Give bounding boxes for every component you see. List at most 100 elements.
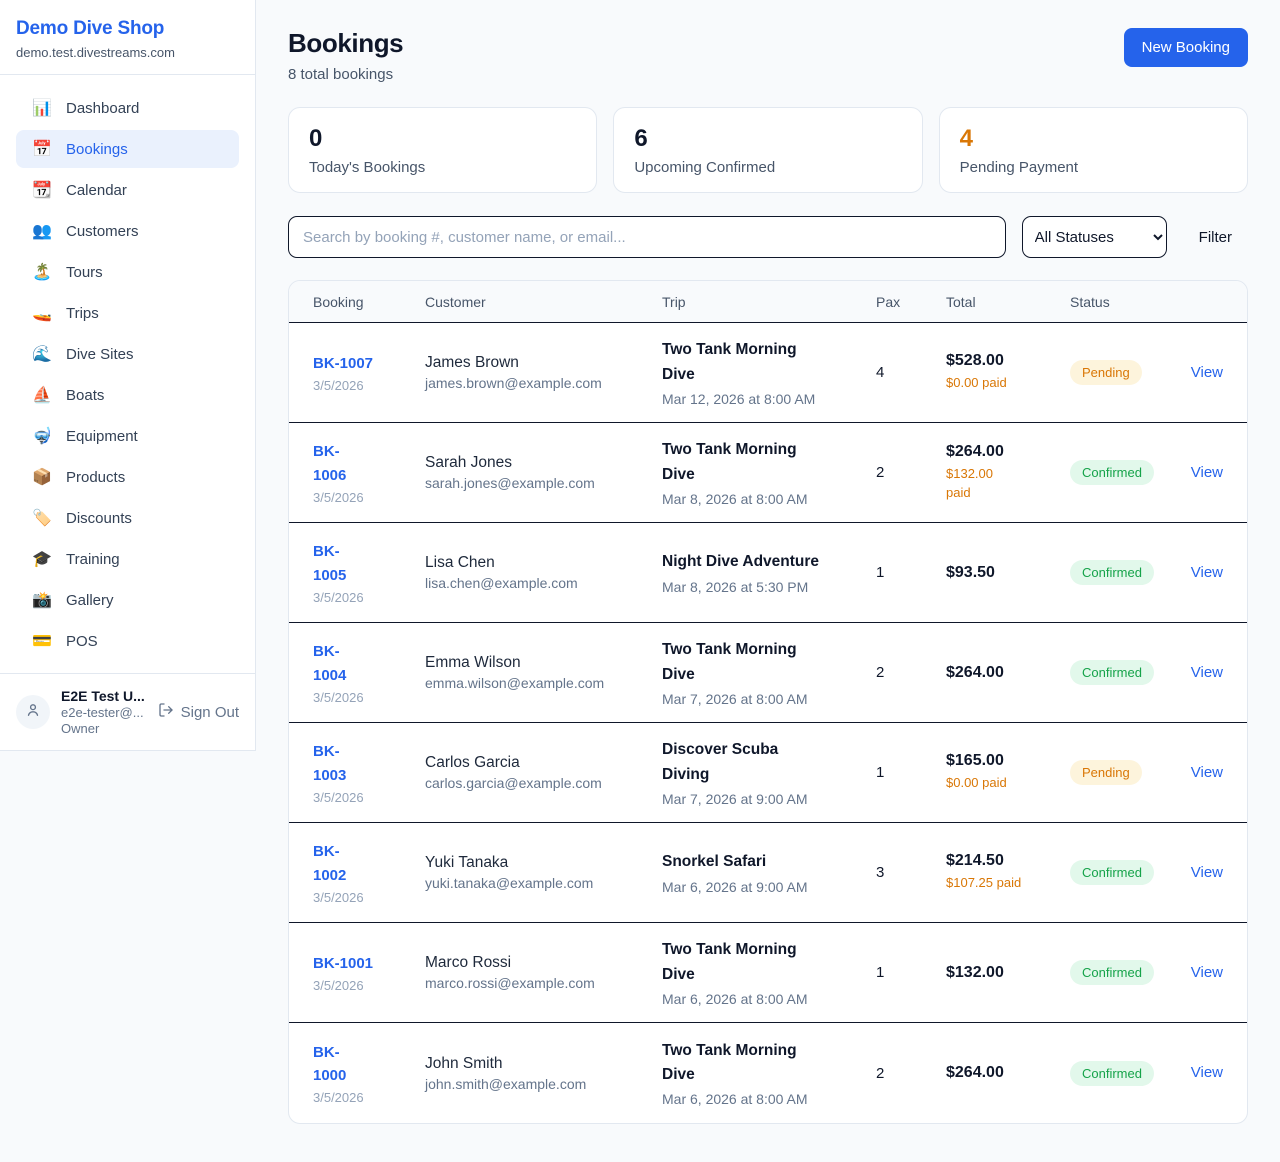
shop-domain: demo.test.divestreams.com <box>16 45 175 60</box>
view-link[interactable]: View <box>1190 463 1223 481</box>
boats-sailboat-icon: ⛵ <box>32 387 52 404</box>
stat-label: Pending Payment <box>959 159 1079 176</box>
sidebar-item-calendar[interactable]: 📆 Calendar <box>32 181 127 200</box>
status-badge: Confirmed <box>1070 660 1154 685</box>
pax-count: 2 <box>876 1064 885 1082</box>
col-header-booking: Booking <box>313 293 364 310</box>
avatar <box>16 695 50 729</box>
sidebar-item-products[interactable]: 📦 Products <box>32 468 126 487</box>
trip-name: Two Tank Morning Dive <box>662 641 797 683</box>
sidebar-item-discounts[interactable]: 🏷️ Discounts <box>32 509 132 528</box>
trip-datetime: Mar 7, 2026 at 9:00 AM <box>662 790 808 807</box>
status-badge: Confirmed <box>1070 1060 1154 1086</box>
trip-name: Two Tank Morning Dive <box>662 1041 797 1083</box>
discounts-tag-icon: 🏷️ <box>32 510 52 527</box>
booking-date: 3/5/2026 <box>313 1090 364 1106</box>
customer-name: Carlos Garcia <box>425 754 520 771</box>
search-input[interactable] <box>288 216 1006 258</box>
status-badge: Pending <box>1070 760 1142 785</box>
view-link[interactable]: View <box>1190 1064 1223 1081</box>
booking-date: 3/5/2026 <box>313 889 364 905</box>
tours-island-icon: 🏝️ <box>32 264 52 281</box>
sign-out-button[interactable]: Sign Out <box>158 702 239 722</box>
booking-number-link[interactable]: BK- 1004 <box>313 643 347 684</box>
bookings-table: Booking Customer Trip Pax Total Status B… <box>288 280 1248 1124</box>
trip-datetime: Mar 6, 2026 at 9:00 AM <box>662 878 808 895</box>
customer-email: john.smith@example.com <box>425 1075 587 1092</box>
user-name: E2E Test U... <box>61 688 145 704</box>
booking-number-link[interactable]: BK- 1006 <box>313 443 347 484</box>
customer-email: carlos.garcia@example.com <box>425 775 602 791</box>
new-booking-button[interactable]: New Booking <box>1123 28 1248 67</box>
booking-number-link[interactable]: BK- 1003 <box>313 743 347 784</box>
paid-amount: $0.00 paid <box>946 775 1007 791</box>
view-link[interactable]: View <box>1190 863 1223 881</box>
customer-email: james.brown@example.com <box>425 375 602 391</box>
stat-value: 0 <box>309 125 323 152</box>
stat-label: Today's Bookings <box>309 159 426 176</box>
booking-number-link[interactable]: BK- 1002 <box>313 843 347 884</box>
sidebar-item-bookings[interactable]: 📅 Bookings <box>16 130 239 168</box>
filter-button[interactable]: Filter <box>1183 229 1248 246</box>
status-badge: Pending <box>1070 360 1142 385</box>
trip-datetime: Mar 8, 2026 at 5:30 PM <box>662 578 809 595</box>
total-amount: $214.50 <box>946 852 1004 870</box>
view-link[interactable]: View <box>1190 563 1223 581</box>
paid-amount: $107.25 paid <box>946 875 1022 891</box>
table-row: BK-1007 3/5/2026 James Brown james.brown… <box>289 323 1247 423</box>
booking-number-link[interactable]: BK-1007 <box>313 354 374 372</box>
col-header-customer: Customer <box>425 293 486 310</box>
total-amount: $132.00 <box>946 963 1004 981</box>
table-row: BK- 1006 3/5/2026 Sarah Jones sarah.jone… <box>289 423 1247 523</box>
pax-count: 1 <box>876 564 885 581</box>
view-link[interactable]: View <box>1190 363 1223 381</box>
sidebar-item-customers[interactable]: 👥 Customers <box>32 222 139 241</box>
filter-row: All Statuses Filter <box>288 216 1248 258</box>
sidebar-item-tours[interactable]: 🏝️ Tours <box>32 263 103 282</box>
view-link[interactable]: View <box>1190 763 1223 781</box>
trip-name: Snorkel Safari <box>662 853 767 871</box>
table-body: BK-1007 3/5/2026 James Brown james.brown… <box>289 323 1247 1123</box>
customer-name: Marco Rossi <box>425 954 512 971</box>
pax-count: 1 <box>876 964 885 981</box>
booking-number-link[interactable]: BK- 1005 <box>313 543 347 584</box>
table-row: BK- 1002 3/5/2026 Yuki Tanaka yuki.tanak… <box>289 823 1247 923</box>
table-row: BK- 1000 3/5/2026 John Smith john.smith@… <box>289 1023 1247 1123</box>
booking-number-link[interactable]: BK-1001 <box>313 954 374 972</box>
col-header-trip: Trip <box>662 293 686 310</box>
sidebar-item-equipment[interactable]: 🤿 Equipment <box>32 427 138 446</box>
sidebar: Demo Dive Shop demo.test.divestreams.com… <box>0 0 256 751</box>
shop-name: Demo Dive Shop <box>16 18 165 39</box>
sign-out-icon <box>158 702 174 722</box>
booking-date: 3/5/2026 <box>313 978 364 994</box>
training-cap-icon: 🎓 <box>32 551 52 568</box>
col-header-pax: Pax <box>876 293 901 310</box>
booking-number-link[interactable]: BK- 1000 <box>313 1043 347 1084</box>
customer-name: John Smith <box>425 1054 503 1072</box>
sidebar-item-gallery[interactable]: 📸 Gallery <box>32 591 114 610</box>
sidebar-item-training[interactable]: 🎓 Training <box>32 550 120 569</box>
stat-label: Upcoming Confirmed <box>634 159 776 176</box>
view-link[interactable]: View <box>1190 963 1223 981</box>
equipment-mask-icon: 🤿 <box>32 428 52 445</box>
trip-name: Two Tank Morning Dive <box>662 941 797 983</box>
customer-email: lisa.chen@example.com <box>425 575 578 591</box>
sidebar-item-boats[interactable]: ⛵ Boats <box>32 386 105 405</box>
booking-date: 3/5/2026 <box>313 489 364 505</box>
booking-date: 3/5/2026 <box>313 689 364 705</box>
sidebar-item-pos[interactable]: 💳 POS <box>32 632 98 651</box>
dive-sites-wave-icon: 🌊 <box>32 346 52 363</box>
sidebar-nav: 📊 Dashboard 📅 Bookings 📆 Calendar 👥 Cust… <box>0 75 255 673</box>
table-row: BK-1001 3/5/2026 Marco Rossi marco.rossi… <box>289 923 1247 1023</box>
booking-date: 3/5/2026 <box>313 378 364 394</box>
sidebar-item-dive-sites[interactable]: 🌊 Dive Sites <box>32 345 134 364</box>
sidebar-item-dashboard[interactable]: 📊 Dashboard <box>32 99 140 118</box>
paid-amount: $0.00 paid <box>946 375 1007 391</box>
status-select[interactable]: All Statuses <box>1021 216 1167 258</box>
sidebar-item-trips[interactable]: 🚤 Trips <box>32 304 99 323</box>
customer-name: Emma Wilson <box>425 654 521 671</box>
pos-card-icon: 💳 <box>32 633 52 650</box>
total-amount: $264.00 <box>946 663 1004 681</box>
customer-name: Lisa Chen <box>425 554 495 571</box>
view-link[interactable]: View <box>1190 663 1223 681</box>
